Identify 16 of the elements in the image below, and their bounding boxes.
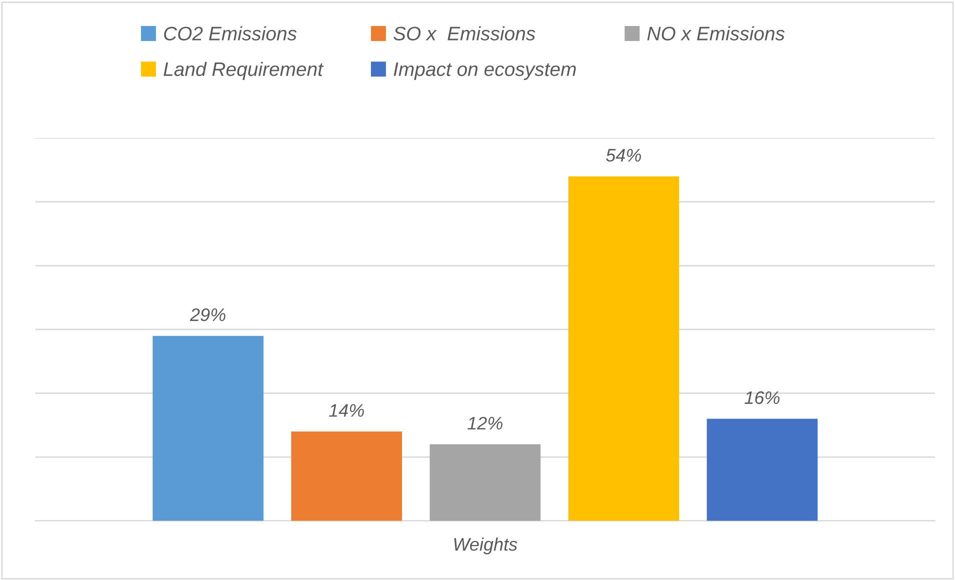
legend-label: SO x Emissions: [394, 26, 536, 40]
legend-label: Impact on ecosystem: [394, 62, 576, 80]
bar: [291, 432, 402, 521]
bar: [430, 444, 541, 521]
data-label: 12%: [468, 416, 502, 430]
bar: [568, 176, 680, 521]
data-label: 29%: [190, 308, 226, 322]
bar: [152, 336, 264, 521]
legend-label: NO x Emissions: [647, 26, 785, 40]
x-axis-title: Weights: [454, 538, 518, 554]
data-label: 14%: [329, 404, 364, 417]
data-label: 54%: [606, 148, 641, 162]
legend-label: Land Requirement: [164, 62, 324, 80]
bar: [706, 418, 818, 521]
legend-label: CO2 Emissions: [164, 26, 297, 40]
data-label: 16%: [744, 391, 780, 404]
